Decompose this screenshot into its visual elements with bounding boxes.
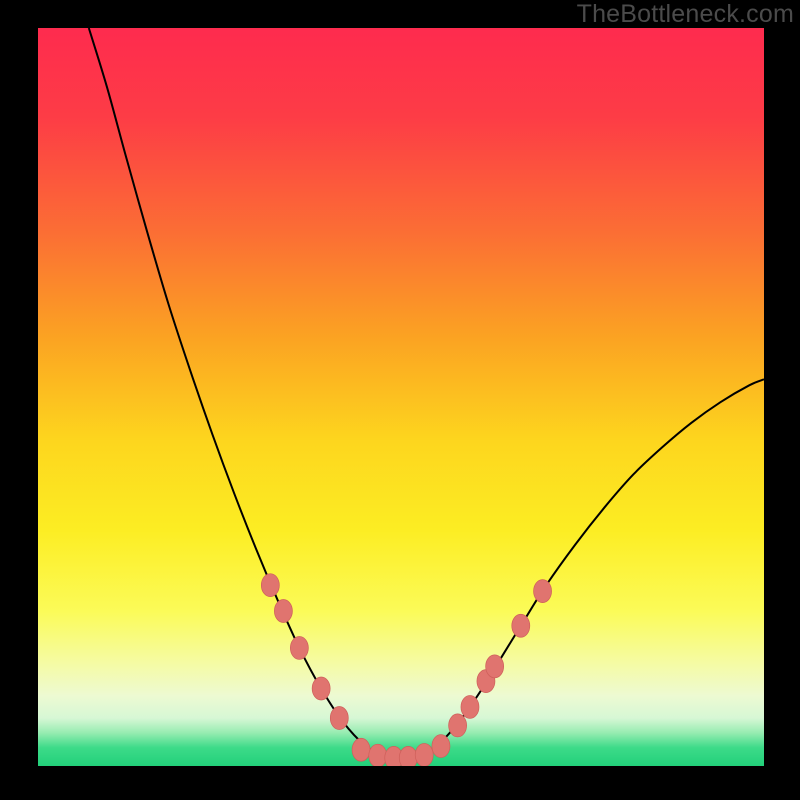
- watermark-label: TheBottleneck.com: [577, 0, 794, 29]
- curve-marker: [449, 714, 467, 737]
- chart-svg: [38, 28, 764, 766]
- curve-marker: [369, 744, 387, 766]
- curve-marker: [534, 580, 552, 603]
- plot-area: [38, 28, 764, 766]
- chart-background: [38, 28, 764, 766]
- curve-marker: [512, 614, 530, 637]
- curve-marker: [330, 707, 348, 730]
- chart-frame: TheBottleneck.com: [0, 0, 800, 800]
- curve-marker: [415, 743, 433, 766]
- curve-marker: [432, 735, 450, 758]
- curve-marker: [290, 636, 308, 659]
- curve-marker: [461, 695, 479, 718]
- curve-marker: [352, 738, 370, 761]
- curve-marker: [274, 600, 292, 623]
- curve-marker: [261, 574, 279, 597]
- curve-marker: [486, 655, 504, 678]
- curve-marker: [312, 677, 330, 700]
- curve-marker: [399, 746, 417, 766]
